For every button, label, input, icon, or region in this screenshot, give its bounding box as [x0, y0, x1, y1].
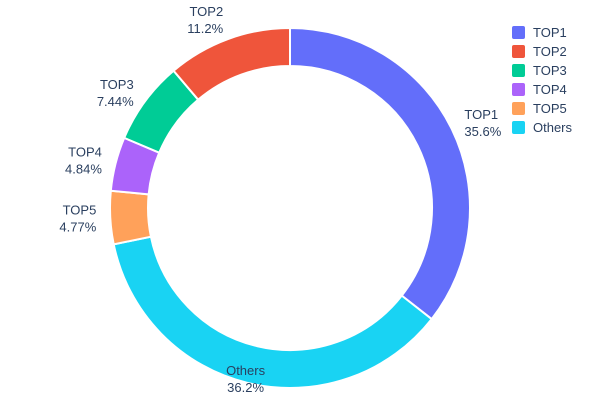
legend-item-top2[interactable]: TOP2: [512, 45, 572, 58]
slice-label-top2: TOP2 11.2%: [187, 4, 223, 36]
pie-slice-top5[interactable]: [109, 189, 153, 246]
legend-item-label: TOP2: [533, 44, 567, 59]
legend-item-label: TOP4: [533, 82, 567, 97]
legend-item-top5[interactable]: TOP5: [512, 102, 572, 115]
legend-item-label: TOP3: [533, 63, 567, 78]
pie-slice-others[interactable]: [112, 235, 434, 389]
slice-label-others: Others 36.2%: [226, 363, 266, 395]
legend-swatch-icon: [512, 64, 525, 77]
legend-swatch-icon: [512, 121, 525, 134]
legend-item-label: Others: [533, 120, 573, 135]
legend: TOP1 TOP2 TOP3 TOP4 TOP5 Others: [512, 26, 572, 134]
legend-item-top1[interactable]: TOP1: [512, 26, 572, 39]
pie-slice-top2[interactable]: [172, 26, 291, 102]
slice-label-top3: TOP3 7.44%: [97, 77, 134, 109]
legend-swatch-icon: [512, 45, 525, 58]
slice-label-top5: TOP5 4.77%: [59, 202, 96, 234]
legend-item-label: TOP5: [533, 101, 567, 116]
pie-slice-top1[interactable]: [289, 26, 471, 321]
slice-label-top4: TOP4 4.84%: [65, 144, 102, 176]
legend-item-top4[interactable]: TOP4: [512, 83, 572, 96]
legend-swatch-icon: [512, 83, 525, 96]
slice-label-top1: TOP1 35.6%: [464, 107, 501, 139]
legend-swatch-icon: [512, 26, 525, 39]
legend-item-top3[interactable]: TOP3: [512, 64, 572, 77]
legend-item-label: TOP1: [533, 25, 567, 40]
legend-item-others[interactable]: Others: [512, 121, 572, 134]
legend-swatch-icon: [512, 102, 525, 115]
